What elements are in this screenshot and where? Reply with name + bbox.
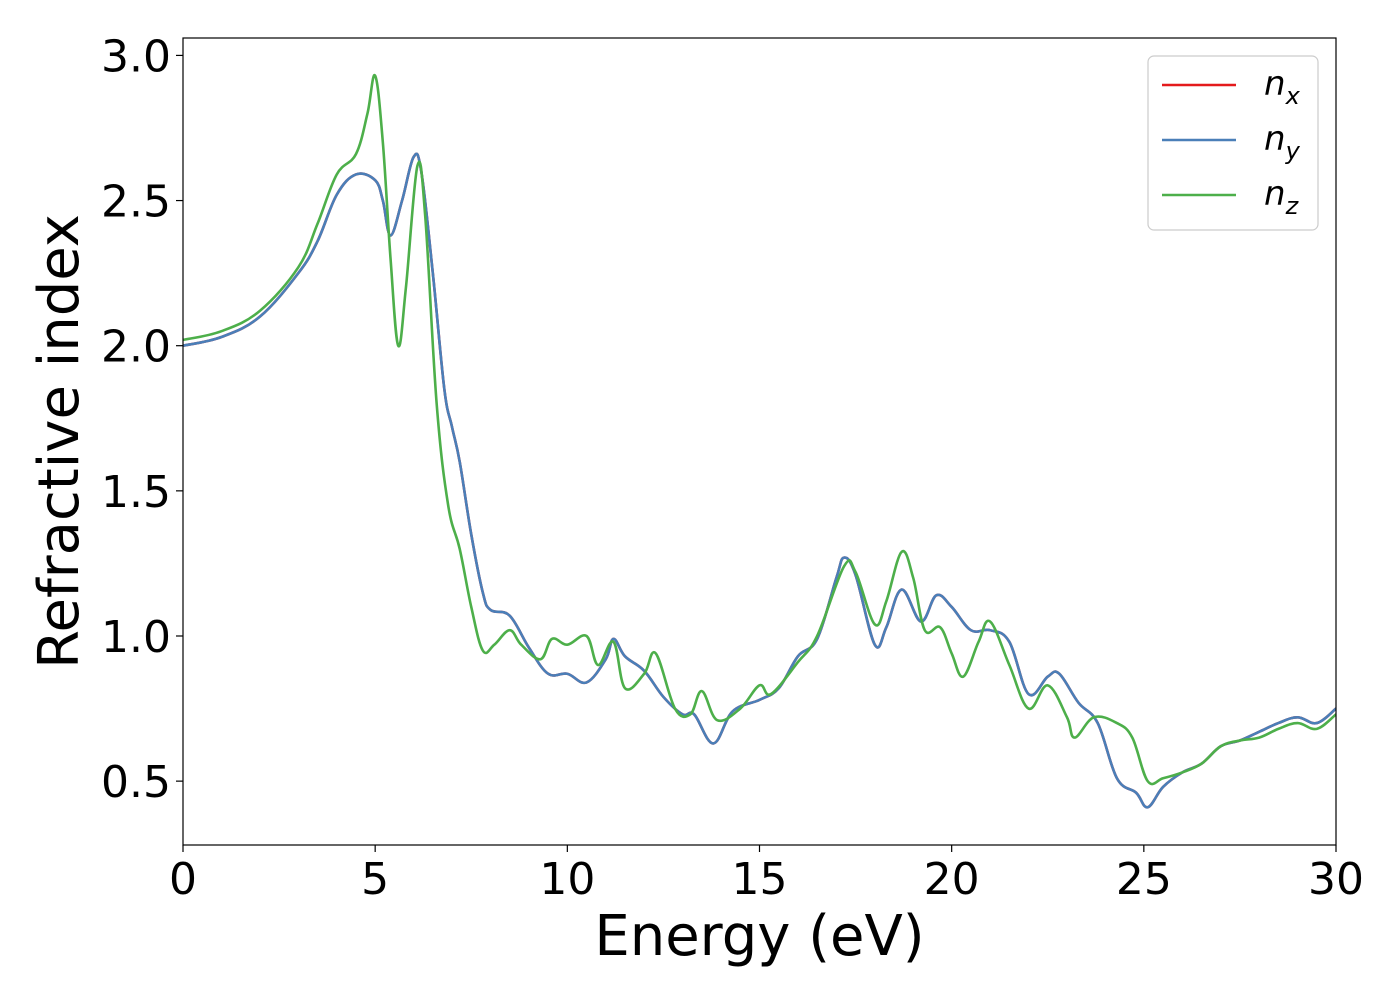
x-tick-label: 10 (539, 854, 595, 905)
y-tick-label: 1.5 (101, 467, 171, 518)
x-tick-label: 30 (1308, 854, 1364, 905)
x-tick-label: 0 (169, 854, 197, 905)
y-axis-title: Refractive index (27, 214, 92, 669)
legend-subscript: x (1285, 82, 1301, 110)
x-tick-label: 15 (732, 854, 788, 905)
series-line-ny (183, 152, 1336, 809)
x-axis-title: Energy (eV) (594, 904, 924, 969)
series-layer (183, 73, 1336, 809)
y-axis: 0.5 1.0 1.5 2.0 2.5 3.0 (101, 31, 183, 808)
legend-subscript: z (1285, 192, 1300, 220)
x-tick-label: 20 (924, 854, 980, 905)
x-tick-label: 5 (361, 854, 389, 905)
y-tick-label: 0.5 (101, 757, 171, 808)
y-tick-label: 2.5 (101, 177, 171, 228)
series-line-nx (183, 152, 1336, 809)
legend-subscript: y (1285, 137, 1301, 165)
y-tick-label: 1.0 (101, 612, 171, 663)
legend-box (1147, 55, 1319, 231)
y-tick-label: 2.0 (101, 322, 171, 373)
legend-item-ny: ny (1162, 119, 1301, 165)
y-tick-label: 3.0 (101, 31, 171, 82)
series-line-nz (183, 73, 1336, 786)
x-tick-label: 25 (1116, 854, 1172, 905)
x-axis: 0 5 10 15 20 25 30 (169, 845, 1364, 905)
